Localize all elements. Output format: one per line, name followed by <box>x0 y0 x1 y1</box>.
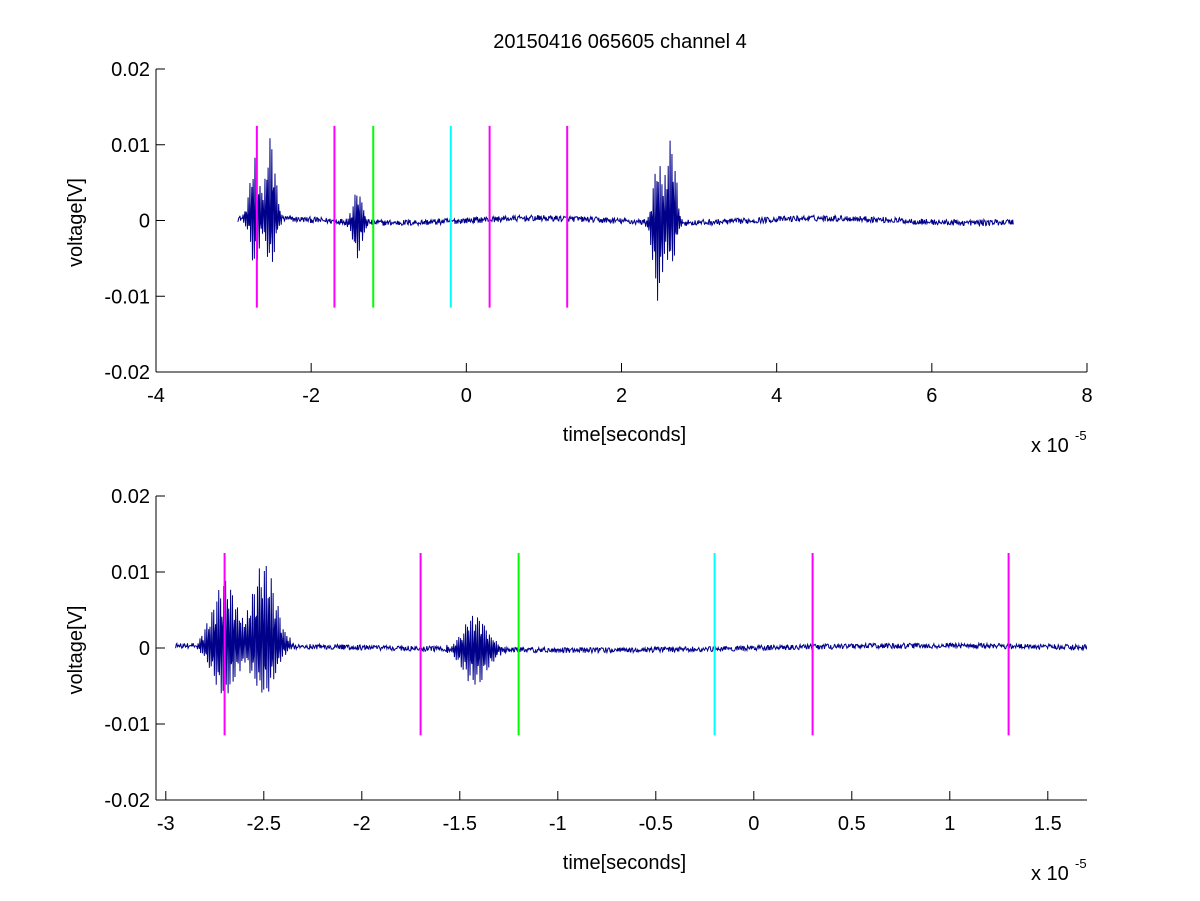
y-tick-label: -0.01 <box>104 714 150 736</box>
x-scale-multiplier: x 10 -5 <box>1031 856 1087 885</box>
x-tick-label: 0 <box>748 813 759 835</box>
x-tick-label: -1 <box>549 813 567 835</box>
y-tick-label: -0.02 <box>104 790 150 812</box>
x-tick-label: -3 <box>157 813 175 835</box>
x-tick-label: 4 <box>771 385 782 407</box>
x-tick-label: 8 <box>1081 385 1092 407</box>
x-tick-label: -1.5 <box>443 813 477 835</box>
voltage-trace <box>175 565 1087 694</box>
y-tick-label: -0.01 <box>104 286 150 308</box>
x-axis-label: time[seconds] <box>563 424 686 446</box>
y-axis-label: voltage[V] <box>65 606 87 695</box>
x-multiplier-exponent: -5 <box>1075 428 1087 443</box>
x-tick-label: -4 <box>147 385 165 407</box>
y-tick-label: 0 <box>139 638 150 660</box>
x-tick-label: 1 <box>944 813 955 835</box>
voltage-trace <box>237 138 1014 301</box>
y-axis-label: voltage[V] <box>65 178 87 267</box>
y-tick-label: 0 <box>139 211 150 233</box>
x-multiplier-text: x 10 <box>1031 863 1069 885</box>
figure-title: 20150416 065605 channel 4 <box>493 31 747 53</box>
x-tick-label: -0.5 <box>639 813 673 835</box>
x-tick-label: 6 <box>926 385 937 407</box>
y-tick-label: 0.02 <box>111 59 150 81</box>
top-plot-panel: -4 -2 0 2 4 6 8 -0.02 -0.01 0 0.01 0.02 time[seconds… <box>65 59 1093 457</box>
x-scale-multiplier: x 10 -5 <box>1031 428 1087 457</box>
x-tick-label: 2 <box>616 385 627 407</box>
y-tick-label: 0.02 <box>111 486 150 508</box>
y-tick-label: -0.02 <box>104 362 150 384</box>
x-tick-label: 1.5 <box>1034 813 1062 835</box>
x-tick-label: -2 <box>302 385 320 407</box>
x-multiplier-exponent: -5 <box>1075 856 1087 871</box>
x-tick-label: 0.5 <box>838 813 866 835</box>
x-multiplier-text: x 10 <box>1031 435 1069 457</box>
y-tick-label: 0.01 <box>111 135 150 157</box>
x-tick-label: -2.5 <box>247 813 281 835</box>
bottom-plot-panel: -3 -2.5 -2 -1.5 -1 -0.5 0 0.5 1 1.5 -0.02 -0.01 0 0.0… <box>65 486 1087 885</box>
x-axis-label: time[seconds] <box>563 852 686 874</box>
x-tick-label: 0 <box>461 385 472 407</box>
y-tick-label: 0.01 <box>111 562 150 584</box>
x-tick-label: -2 <box>353 813 371 835</box>
